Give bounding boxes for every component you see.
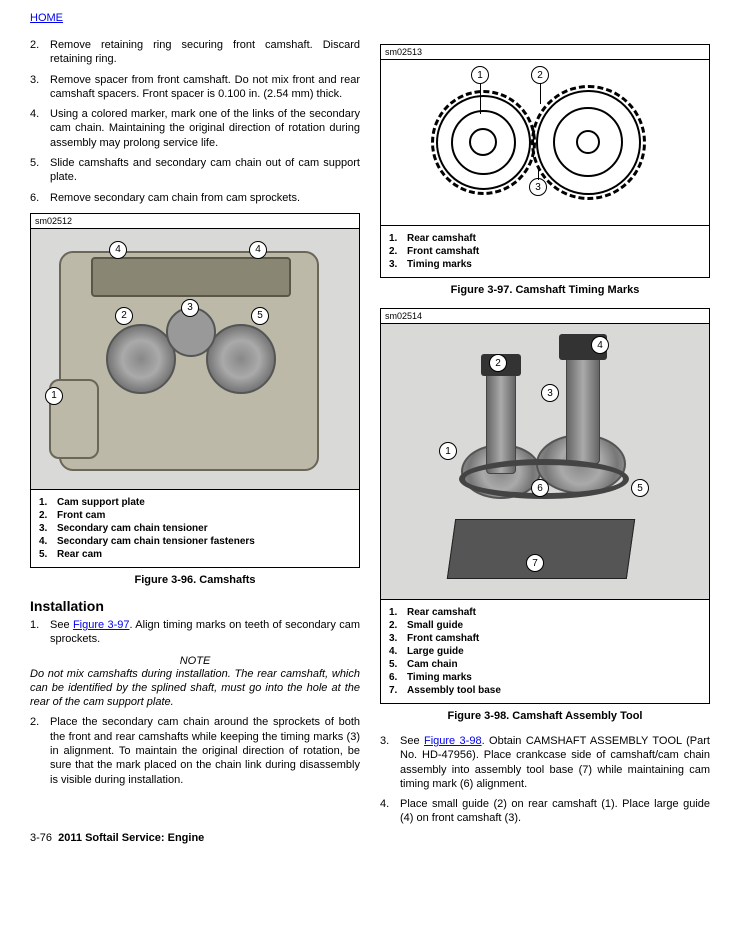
install-step: 1. See Figure 3-97. Align timing marks o… <box>50 618 360 647</box>
step-text: Slide camshafts and secondary cam chain … <box>50 157 360 183</box>
callout-3: 3 <box>541 384 559 402</box>
step-text-pre: See <box>50 619 73 631</box>
note-body: Do not mix camshafts during installation… <box>30 667 360 710</box>
callout-2: 2 <box>489 354 507 372</box>
step-text: Place small guide (2) on rear camshaft (… <box>400 798 710 824</box>
step-num: 3. <box>30 73 39 87</box>
figure-98-legend: 1.Rear camshaft 2.Small guide 3.Front ca… <box>381 599 709 703</box>
figure-96-id: sm02512 <box>31 214 359 229</box>
callout-1: 1 <box>439 442 457 460</box>
callout-5: 5 <box>631 479 649 497</box>
callout-4: 4 <box>591 336 609 354</box>
step-num: 6. <box>30 191 39 205</box>
figure-96-legend: 1.Cam support plate 2.Front cam 3.Second… <box>31 489 359 567</box>
removal-steps: 2. Remove retaining ring securing front c… <box>30 38 360 205</box>
right-column: sm02513 1 2 3 1.Rear <box>380 38 710 834</box>
install-steps-b: 2. Place the secondary cam chain around t… <box>30 715 360 786</box>
install-steps-a: 1. See Figure 3-97. Align timing marks o… <box>30 618 360 647</box>
install-step: 2.Place the secondary cam chain around t… <box>50 715 360 786</box>
figure-98-id: sm02514 <box>381 309 709 324</box>
step-num: 4. <box>380 797 389 811</box>
right-steps: 3. See Figure 3-98. Obtain CAMSHAFT ASSE… <box>380 734 710 826</box>
home-link[interactable]: HOME <box>30 12 63 24</box>
figure-98-ref[interactable]: Figure 3-98 <box>424 735 482 747</box>
figure-97-id: sm02513 <box>381 45 709 60</box>
callout-3: 3 <box>529 178 547 196</box>
figure-97-image: 1 2 3 <box>381 60 709 225</box>
step-text: Remove secondary cam chain from cam spro… <box>50 192 300 204</box>
callout-6: 6 <box>531 479 549 497</box>
right-step: 3. See Figure 3-98. Obtain CAMSHAFT ASSE… <box>400 734 710 791</box>
removal-step: 5.Slide camshafts and secondary cam chai… <box>50 156 360 185</box>
note-title: NOTE <box>30 655 360 667</box>
step-num: 4. <box>30 107 39 121</box>
callout-5: 5 <box>251 307 269 325</box>
figure-98-image: 1 2 3 4 5 6 7 <box>381 324 709 599</box>
step-text: Place the secondary cam chain around the… <box>50 716 360 785</box>
installation-heading: Installation <box>30 598 360 614</box>
figure-96-caption: Figure 3-96. Camshafts <box>30 574 360 586</box>
step-text-pre: See <box>400 735 424 747</box>
left-column: 2. Remove retaining ring securing front c… <box>30 38 360 834</box>
figure-97-legend: 1.Rear camshaft 2.Front camshaft 3.Timin… <box>381 225 709 277</box>
step-text: Using a colored marker, mark one of the … <box>50 108 360 149</box>
step-num: 3. <box>380 734 389 748</box>
step-num: 2. <box>30 38 39 52</box>
footer-section: Engine <box>168 832 205 844</box>
figure-98-caption: Figure 3-98. Camshaft Assembly Tool <box>380 710 710 722</box>
two-column-layout: 2. Remove retaining ring securing front c… <box>30 38 710 834</box>
figure-96-box: sm02512 1 2 3 4 4 5 1.Cam support plate … <box>30 213 360 568</box>
callout-1: 1 <box>471 66 489 84</box>
step-text: Remove retaining ring securing front cam… <box>50 39 360 65</box>
figure-97-caption: Figure 3-97. Camshaft Timing Marks <box>380 284 710 296</box>
page-footer: 3-76 2011 Softail Service: Engine <box>30 832 204 844</box>
footer-page: 3-76 <box>30 832 52 844</box>
figure-96-image: 1 2 3 4 4 5 <box>31 229 359 489</box>
callout-1: 1 <box>45 387 63 405</box>
removal-step: 6.Remove secondary cam chain from cam sp… <box>50 191 360 205</box>
callout-3: 3 <box>181 299 199 317</box>
footer-title: 2011 Softail Service: <box>58 832 164 844</box>
step-num: 1. <box>30 618 39 632</box>
callout-4a: 4 <box>109 241 127 259</box>
callout-2: 2 <box>531 66 549 84</box>
removal-step: 3.Remove spacer from front camshaft. Do … <box>50 73 360 102</box>
callout-7: 7 <box>526 554 544 572</box>
step-num: 5. <box>30 156 39 170</box>
step-text: Remove spacer from front camshaft. Do no… <box>50 74 360 100</box>
callout-2: 2 <box>115 307 133 325</box>
figure-98-box: sm02514 1 2 3 4 5 6 7 1.R <box>380 308 710 704</box>
step-num: 2. <box>30 715 39 729</box>
right-step: 4.Place small guide (2) on rear camshaft… <box>400 797 710 826</box>
removal-step: 4.Using a colored marker, mark one of th… <box>50 107 360 150</box>
removal-step: 2.Remove retaining ring securing front c… <box>50 38 360 67</box>
callout-4b: 4 <box>249 241 267 259</box>
figure-97-ref[interactable]: Figure 3-97 <box>73 619 130 631</box>
figure-97-box: sm02513 1 2 3 1.Rear <box>380 44 710 278</box>
